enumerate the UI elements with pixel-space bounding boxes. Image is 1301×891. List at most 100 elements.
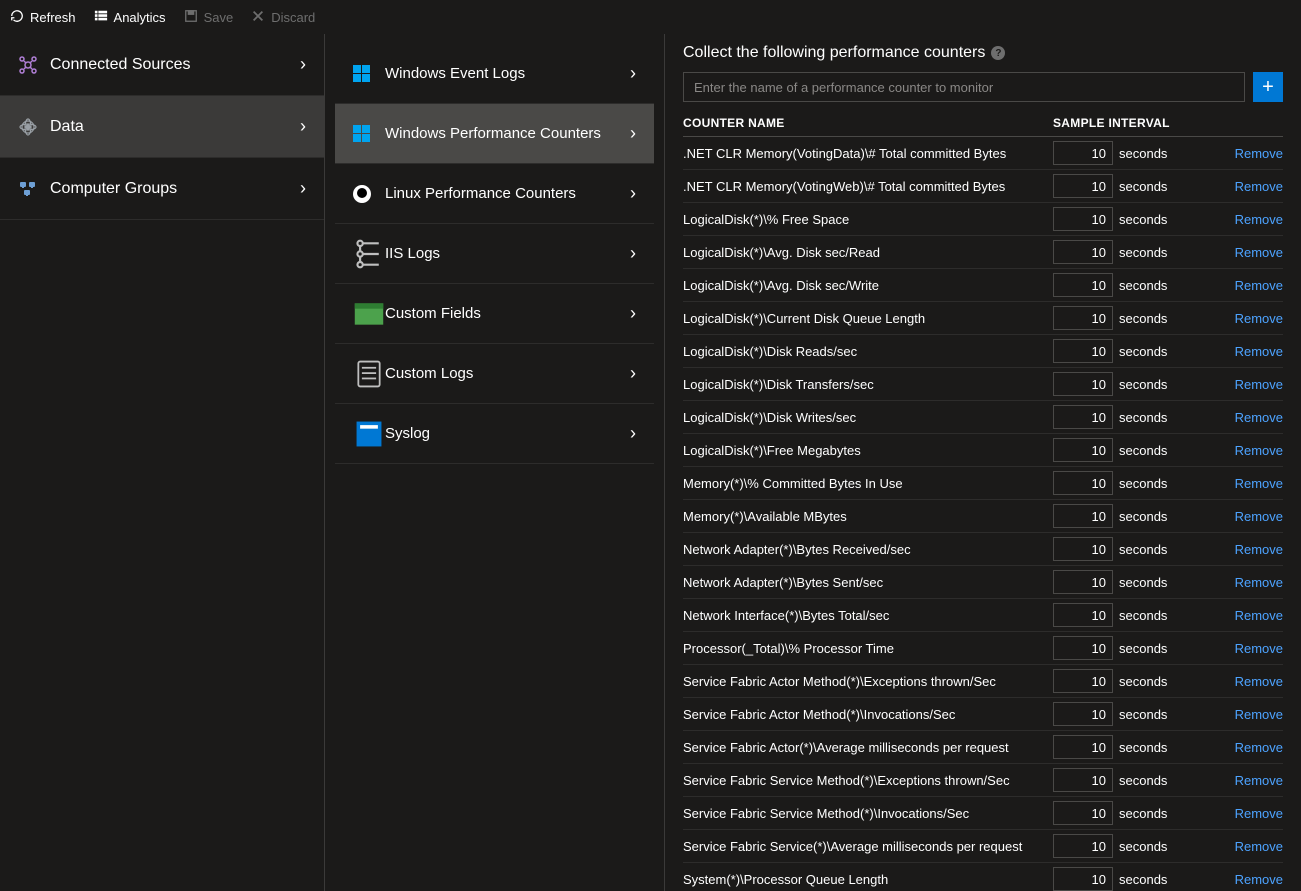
counter-name: Memory(*)\Available MBytes [683, 509, 1053, 524]
remove-link[interactable]: Remove [1235, 278, 1283, 293]
interval-input[interactable] [1053, 636, 1113, 660]
add-counter-input[interactable] [683, 72, 1245, 102]
remove-link[interactable]: Remove [1235, 146, 1283, 161]
interval-input[interactable] [1053, 174, 1113, 198]
counter-name: Network Adapter(*)\Bytes Received/sec [683, 542, 1053, 557]
remove-link[interactable]: Remove [1235, 575, 1283, 590]
interval-input[interactable] [1053, 306, 1113, 330]
logs-icon [353, 358, 385, 390]
chevron-right-icon: › [630, 123, 636, 144]
counter-row: Memory(*)\% Committed Bytes In Usesecond… [683, 467, 1283, 500]
remove-link[interactable]: Remove [1235, 806, 1283, 821]
windows-icon [353, 125, 385, 142]
chevron-right-icon: › [630, 363, 636, 384]
remove-link[interactable]: Remove [1235, 245, 1283, 260]
remove-link[interactable]: Remove [1235, 872, 1283, 887]
interval-input[interactable] [1053, 339, 1113, 363]
remove-link[interactable]: Remove [1235, 608, 1283, 623]
interval-input[interactable] [1053, 471, 1113, 495]
counter-row: .NET CLR Memory(VotingWeb)\# Total commi… [683, 170, 1283, 203]
sublist-item-label: IIS Logs [385, 245, 630, 262]
remove-link[interactable]: Remove [1235, 674, 1283, 689]
counter-name: Service Fabric Actor Method(*)\Invocatio… [683, 707, 1053, 722]
linux-icon [353, 185, 385, 203]
remove-link[interactable]: Remove [1235, 707, 1283, 722]
interval-unit: seconds [1119, 674, 1167, 689]
remove-link[interactable]: Remove [1235, 377, 1283, 392]
interval-unit: seconds [1119, 509, 1167, 524]
counter-row: Network Interface(*)\Bytes Total/secseco… [683, 599, 1283, 632]
sidebar-item-label: Connected Sources [50, 56, 300, 74]
interval-unit: seconds [1119, 344, 1167, 359]
interval-unit: seconds [1119, 773, 1167, 788]
interval-unit: seconds [1119, 377, 1167, 392]
counter-row: LogicalDisk(*)\Current Disk Queue Length… [683, 302, 1283, 335]
sublist-item-syslog[interactable]: Syslog› [335, 404, 654, 464]
help-icon[interactable]: ? [991, 46, 1005, 60]
interval-input[interactable] [1053, 669, 1113, 693]
interval-input[interactable] [1053, 273, 1113, 297]
sublist-item-linux-perf[interactable]: Linux Performance Counters› [335, 164, 654, 224]
remove-link[interactable]: Remove [1235, 542, 1283, 557]
counter-row: Service Fabric Service Method(*)\Excepti… [683, 764, 1283, 797]
counter-name: LogicalDisk(*)\Current Disk Queue Length [683, 311, 1053, 326]
interval-input[interactable] [1053, 702, 1113, 726]
discard-button: Discard [251, 9, 315, 26]
counter-table: COUNTER NAME SAMPLE INTERVAL .NET CLR Me… [683, 116, 1283, 891]
counter-name: LogicalDisk(*)\Disk Reads/sec [683, 344, 1053, 359]
interval-input[interactable] [1053, 735, 1113, 759]
remove-link[interactable]: Remove [1235, 641, 1283, 656]
refresh-button[interactable]: Refresh [10, 9, 76, 26]
remove-link[interactable]: Remove [1235, 311, 1283, 326]
interval-unit: seconds [1119, 740, 1167, 755]
interval-input[interactable] [1053, 207, 1113, 231]
sublist-item-custom-logs[interactable]: Custom Logs› [335, 344, 654, 404]
interval-unit: seconds [1119, 146, 1167, 161]
sublist-item-iis-logs[interactable]: IIS Logs› [335, 224, 654, 284]
analytics-button[interactable]: Analytics [94, 9, 166, 26]
interval-input[interactable] [1053, 801, 1113, 825]
interval-input[interactable] [1053, 141, 1113, 165]
interval-input[interactable] [1053, 603, 1113, 627]
primary-nav: Connected Sources›Data›Computer Groups› [0, 34, 325, 891]
interval-input[interactable] [1053, 372, 1113, 396]
add-counter-button[interactable]: + [1253, 72, 1283, 102]
sidebar-item-data[interactable]: Data› [0, 96, 324, 158]
col-sample-interval: SAMPLE INTERVAL [1053, 116, 1223, 130]
sublist-item-win-perf[interactable]: Windows Performance Counters› [335, 104, 654, 164]
interval-input[interactable] [1053, 570, 1113, 594]
sidebar-item-connected-sources[interactable]: Connected Sources› [0, 34, 324, 96]
counter-name: Service Fabric Service(*)\Average millis… [683, 839, 1053, 854]
remove-link[interactable]: Remove [1235, 410, 1283, 425]
remove-link[interactable]: Remove [1235, 179, 1283, 194]
interval-input[interactable] [1053, 438, 1113, 462]
toolbar: Refresh Analytics Save Discard [0, 0, 1301, 34]
remove-link[interactable]: Remove [1235, 773, 1283, 788]
interval-input[interactable] [1053, 537, 1113, 561]
sublist-item-custom-fields[interactable]: Custom Fields› [335, 284, 654, 344]
chevron-right-icon: › [630, 243, 636, 264]
interval-input[interactable] [1053, 768, 1113, 792]
remove-link[interactable]: Remove [1235, 839, 1283, 854]
sublist-item-win-event-logs[interactable]: Windows Event Logs› [335, 44, 654, 104]
analytics-icon [94, 9, 108, 26]
interval-input[interactable] [1053, 834, 1113, 858]
counter-row: .NET CLR Memory(VotingData)\# Total comm… [683, 137, 1283, 170]
remove-link[interactable]: Remove [1235, 344, 1283, 359]
chevron-right-icon: › [630, 303, 636, 324]
remove-link[interactable]: Remove [1235, 740, 1283, 755]
remove-link[interactable]: Remove [1235, 212, 1283, 227]
remove-link[interactable]: Remove [1235, 443, 1283, 458]
windows-icon [353, 65, 385, 82]
sidebar-item-computer-groups[interactable]: Computer Groups› [0, 158, 324, 220]
interval-input[interactable] [1053, 504, 1113, 528]
panel-heading-text: Collect the following performance counte… [683, 44, 985, 62]
interval-input[interactable] [1053, 867, 1113, 891]
interval-input[interactable] [1053, 240, 1113, 264]
counter-row: LogicalDisk(*)\Disk Writes/secsecondsRem… [683, 401, 1283, 434]
remove-link[interactable]: Remove [1235, 476, 1283, 491]
interval-input[interactable] [1053, 405, 1113, 429]
remove-link[interactable]: Remove [1235, 509, 1283, 524]
counter-name: LogicalDisk(*)\Free Megabytes [683, 443, 1053, 458]
chevron-right-icon: › [300, 116, 306, 137]
